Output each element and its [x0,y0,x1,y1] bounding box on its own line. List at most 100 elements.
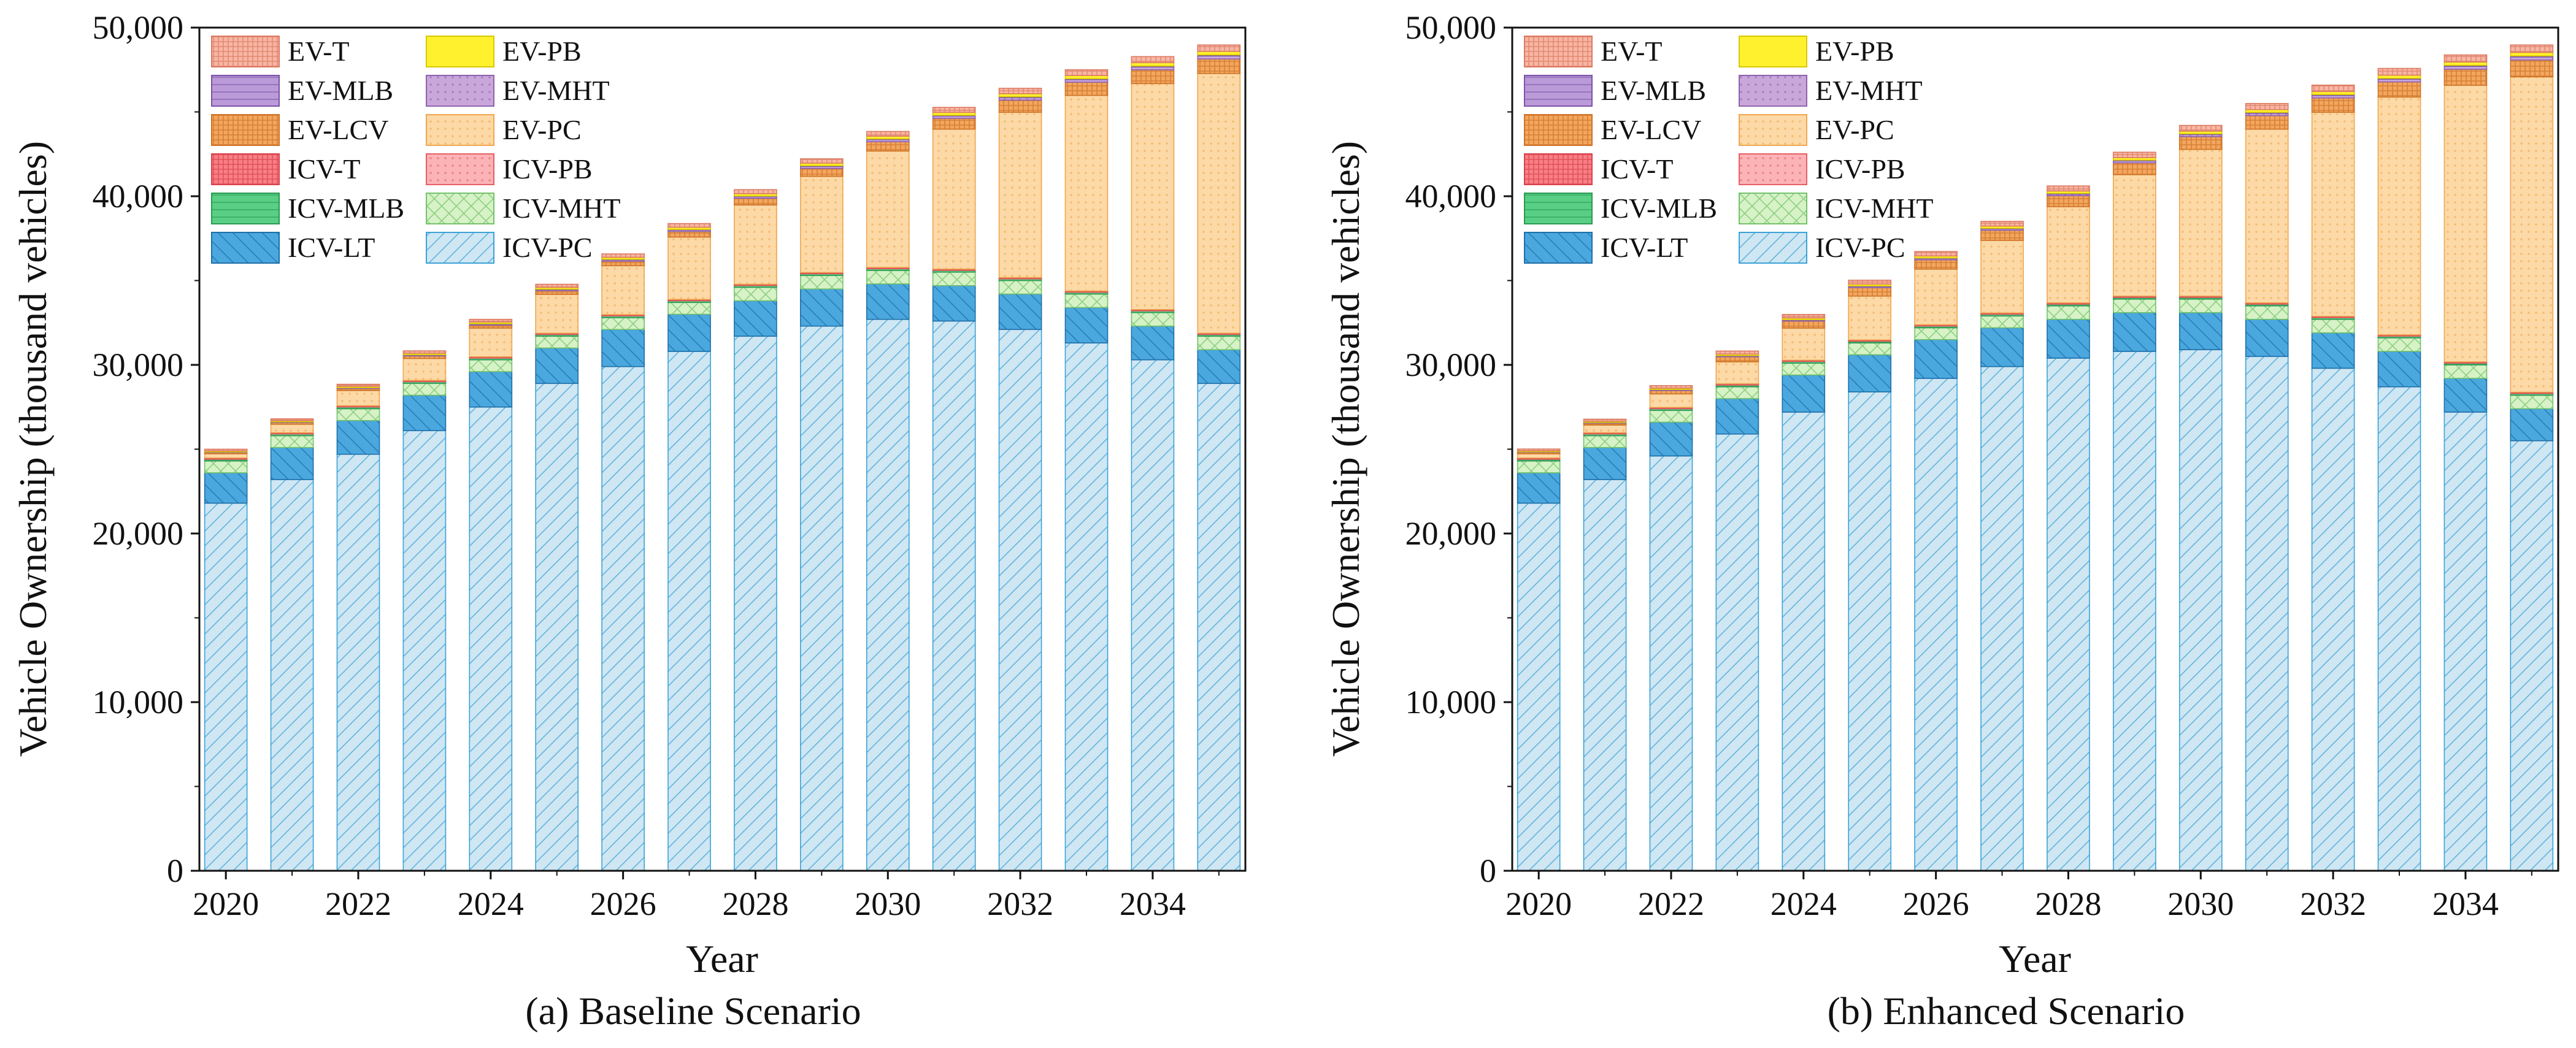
bar-icv-lt-2030 [2178,312,2223,351]
bar-icv-mht-2031 [2245,305,2289,320]
x-tick-label: 2022 [1638,885,1704,922]
x-tick-label: 2026 [1903,885,1969,922]
legend-swatch-icv-t [1524,153,1593,185]
bar-icv-pc-2024 [469,406,513,871]
bar-icv-lt-2026 [1914,338,1958,379]
bar-icv-mht-2022 [1649,410,1693,423]
y-tick-label: 20,000 [93,515,184,552]
y-tick-label: 20,000 [1405,515,1497,552]
bar-ev-pc-2034 [1131,83,1175,310]
bar-ev-t-2029 [2113,151,2156,158]
bar-icv-pc-2030 [2178,349,2223,871]
bar-ev-pc-2021 [270,423,314,434]
legend-label-icv-pb: ICV-PB [502,153,593,185]
legend-swatch-ev-mlb [1524,75,1593,107]
bar-icv-mht-2026 [601,317,645,331]
bar-icv-lt-2021 [1583,446,1627,480]
bar-ev-t-2029 [800,158,844,164]
bar-icv-lt-2020 [204,472,248,504]
bar-ev-t-2032 [998,88,1042,94]
bar-ev-lcv-2025 [535,290,579,295]
bar-ev-lcv-2026 [1914,259,1958,270]
bar-ev-lcv-2022 [1649,389,1693,395]
legend-swatch-ev-pc [426,114,494,146]
bar-icv-pc-2027 [667,351,711,871]
legend: EV-T EV-PB EV-MLB EV-MHT EV-LCV EV-PC ICV-T ICV… [211,36,621,264]
bar-ev-t-2020 [204,448,248,452]
bar-ev-pc-2023 [1715,361,1759,384]
bar-icv-lt-2020 [1517,472,1561,504]
bar-ev-t-2022 [1649,385,1693,389]
bar-ev-lcv-2035 [1197,58,1241,74]
bar-icv-lt-2024 [1782,374,1826,413]
y-tick-label: 10,000 [1405,684,1497,721]
legend-swatch-ev-t [211,36,280,67]
bar-icv-lt-2035 [2510,408,2554,442]
legend-label-ev-mht: EV-MHT [502,75,610,106]
bar-icv-pc-2032 [998,329,1042,871]
bar-ev-pc-2025 [1848,295,1892,341]
bar-icv-pc-2020 [204,502,248,871]
bar-icv-lt-2028 [734,300,777,337]
bar-ev-t-2035 [2510,44,2554,53]
bar-icv-lt-2023 [402,394,447,432]
bar-ev-pc-2027 [1980,240,2024,314]
bar-icv-mht-2028 [734,286,777,302]
x-tick-label: 2022 [325,885,391,922]
legend-label-ev-pc: EV-PC [502,114,582,145]
bar-ev-lcv-2029 [800,167,844,177]
x-tick-label: 2020 [193,885,259,922]
bar-ev-t-2035 [1197,44,1241,52]
x-axis-title: Year [1999,937,2071,981]
bar-ev-pb-2034 [1131,62,1175,67]
bar-icv-mht-2025 [535,335,579,349]
bar-ev-t-2022 [336,383,380,387]
legend-swatch-ev-pb [1739,36,1807,67]
y-tick-label: 10,000 [93,684,184,721]
bar-ev-lcv-2025 [1848,287,1892,297]
bar-ev-pc-2020 [204,453,248,459]
bar-icv-mht-2024 [1782,362,1826,376]
y-tick-label: 50,000 [1405,9,1497,46]
bar-ev-t-2032 [2311,84,2355,93]
bar-ev-t-2021 [270,418,314,421]
bar-ev-pc-2028 [734,204,777,285]
bar-icv-lt-2031 [932,285,976,322]
legend-swatch-icv-pc [426,232,494,264]
bar-ev-t-2024 [469,318,513,323]
bar-icv-pc-2029 [2113,351,2156,871]
bar-icv-pc-2022 [1649,455,1693,871]
x-tick-label: 2024 [1771,885,1837,922]
legend-swatch-ev-t [1524,36,1593,67]
y-tick-label: 50,000 [93,9,184,46]
bar-icv-pc-2031 [2245,356,2289,871]
bar-icv-pc-2025 [1848,391,1892,871]
bar-icv-pc-2030 [866,318,910,871]
x-tick-label: 2020 [1505,885,1572,922]
bar-icv-mht-2034 [2443,364,2488,379]
bar-icv-pc-2033 [1064,342,1109,871]
bar-ev-pc-2020 [1517,453,1561,459]
legend-swatch-icv-mht [426,193,494,224]
bar-icv-mht-2033 [2377,337,2421,352]
bar-icv-pc-2023 [402,430,447,871]
y-tick-label: 0 [167,852,183,889]
bar-ev-pc-2034 [2443,85,2488,362]
bar-ev-pc-2033 [1064,94,1109,292]
legend-label-ev-pc: EV-PC [1815,114,1894,145]
bar-icv-pc-2034 [2443,411,2488,871]
legend-label-icv-lt: ICV-LT [1601,232,1688,263]
y-tick-label: 40,000 [93,178,184,215]
bar-ev-t-2034 [1131,56,1175,64]
bar-icv-pc-2035 [2510,440,2554,871]
bar-ev-pb-2034 [2443,61,2488,66]
legend-label-icv-t: ICV-T [1601,153,1673,185]
legend-label-ev-lcv: EV-LCV [1601,114,1701,145]
panel-caption: (b) Enhanced Scenario [1828,989,2185,1033]
bar-icv-lt-2022 [1649,421,1693,457]
bar-ev-t-2025 [1848,280,1892,285]
bar-ev-t-2021 [1583,418,1627,422]
legend-swatch-ev-pc [1739,114,1807,146]
bar-ev-t-2031 [932,107,976,113]
